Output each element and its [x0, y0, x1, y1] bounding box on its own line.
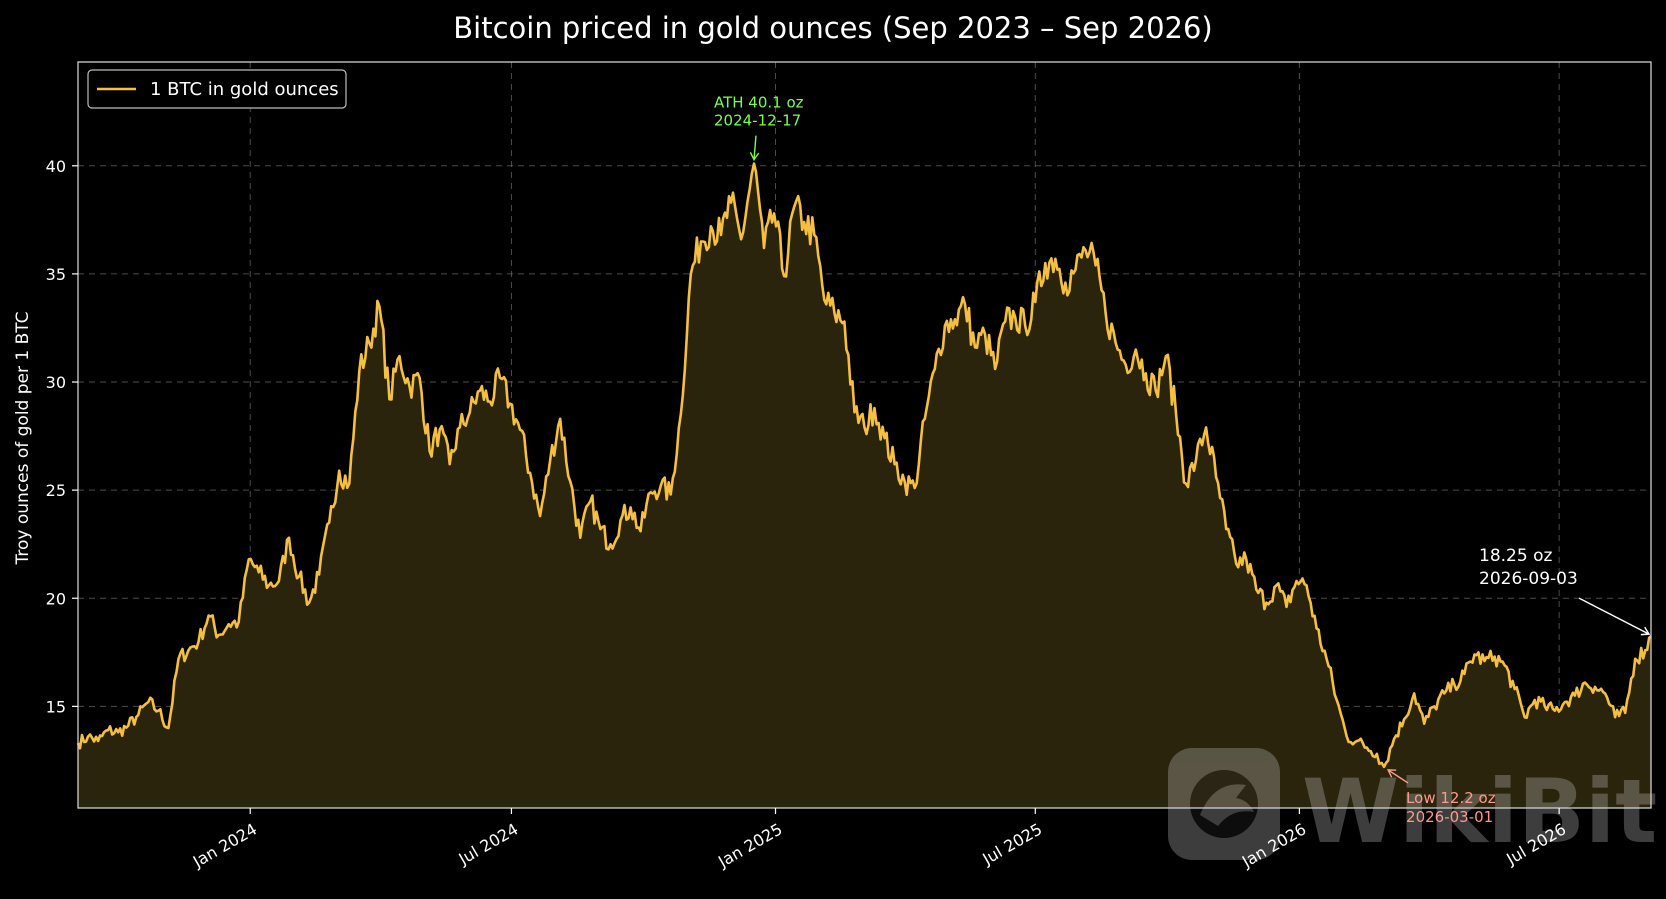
- y-tick-label-15: 15: [46, 697, 66, 716]
- y-tick-label-35: 35: [46, 265, 66, 284]
- ath-arrow: [753, 135, 757, 160]
- watermark-logo-bird: [1200, 784, 1254, 826]
- y-tick-label-30: 30: [46, 373, 66, 392]
- legend-entry-label: 1 BTC in gold ounces: [150, 79, 339, 100]
- y-tick-label-25: 25: [46, 481, 66, 500]
- latest-arrowhead: [1640, 626, 1651, 636]
- plot-frame: [77, 61, 1652, 809]
- wikibit-watermark: WikiBit: [1168, 748, 1657, 863]
- ath-date-label: 2024-12-17: [714, 112, 801, 130]
- y-axis-label: Troy ounces of gold per 1 BTC: [13, 311, 33, 565]
- series-area-fill: [78, 163, 1651, 809]
- low-arrow: [1387, 769, 1409, 784]
- watermark-logo-mark: [1190, 770, 1258, 838]
- latest-value-label: 18.25 oz: [1479, 546, 1552, 566]
- ath-label: ATH 40.1 oz: [714, 94, 804, 112]
- low-arrowhead: [1386, 769, 1397, 778]
- latest-annotation: 18.25 oz 2026-09-03: [1479, 546, 1651, 636]
- ath-arrowhead: [749, 151, 760, 161]
- low-date-label: 2026-03-01: [1406, 808, 1493, 826]
- chart-title: Bitcoin priced in gold ounces (Sep 2023 …: [453, 11, 1213, 45]
- legend-box: [87, 69, 347, 109]
- ath-annotation: ATH 40.1 oz 2024-12-17: [714, 94, 804, 161]
- series-line-btc-in-gold: [76, 162, 1652, 769]
- legend: 1 BTC in gold ounces: [87, 69, 347, 109]
- low-annotation: Low 12.2 oz 2026-03-01: [1386, 769, 1496, 826]
- y-tick-label-20: 20: [46, 589, 66, 608]
- low-label: Low 12.2 oz: [1406, 789, 1496, 807]
- watermark-text: WikiBit: [1302, 760, 1657, 863]
- latest-arrow: [1578, 597, 1650, 635]
- y-axis-ticks: 15 20 25 30 35 40: [46, 157, 78, 716]
- latest-date-label: 2026-09-03: [1479, 569, 1578, 589]
- y-tick-label-40: 40: [46, 157, 66, 176]
- watermark-logo-badge: [1168, 748, 1280, 860]
